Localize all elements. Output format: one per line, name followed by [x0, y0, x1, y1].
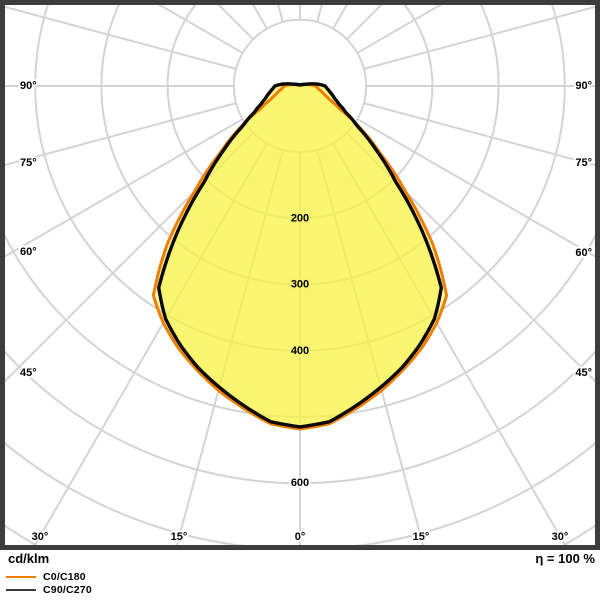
- grid-spoke: [363, 102, 595, 167]
- legend: C0/C180 C90/C270: [6, 571, 92, 597]
- series-c90-c270-fill: [158, 83, 442, 427]
- angle-tick-label: 15°: [413, 531, 430, 543]
- legend-item-c0-c180: C0/C180: [6, 571, 92, 583]
- grid-spoke: [363, 5, 595, 70]
- radial-tick-label: 600: [291, 477, 309, 489]
- angle-tick-label: 45°: [20, 367, 37, 379]
- angle-tick-label: 75°: [20, 157, 37, 169]
- grid-spoke: [346, 132, 595, 383]
- angle-tick-label: 60°: [575, 247, 592, 259]
- angle-tick-label: 15°: [171, 531, 188, 543]
- angle-tick-label: 60°: [20, 246, 37, 258]
- grid-spoke: [5, 132, 254, 383]
- angle-tick-label: 30°: [552, 531, 569, 543]
- grid-spoke: [346, 5, 383, 40]
- legend-label-c90-c270: C90/C270: [43, 584, 92, 596]
- radial-tick-label: 300: [291, 279, 309, 291]
- grid-spoke: [356, 5, 443, 54]
- legend-line-c90-c270: [6, 589, 36, 591]
- grid-spoke: [157, 5, 244, 54]
- grid-spoke: [217, 5, 254, 40]
- series-c90-c270-curve: [157, 82, 443, 429]
- radial-tick-label: 400: [291, 345, 309, 357]
- angle-tick-label: 90°: [575, 80, 592, 92]
- legend-item-c90-c270: C90/C270: [6, 584, 92, 596]
- legend-label-c0-c180: C0/C180: [43, 571, 86, 583]
- angle-tick-label: 0°: [295, 531, 306, 543]
- legend-line-c0-c180: [6, 576, 36, 578]
- angle-tick-label: 45°: [575, 367, 592, 379]
- unit-label: cd/klm: [8, 551, 50, 566]
- efficiency-label: η = 100 %: [535, 551, 595, 566]
- chart-frame: [0, 0, 600, 550]
- angle-tick-label: 30°: [32, 531, 49, 543]
- polar-chart: 200 300 400 600 90° 75° 60° 45° 90° 75° 60° 45° 30° 1…: [0, 0, 600, 550]
- angle-tick-label: 75°: [575, 157, 592, 169]
- chart-footer: cd/klm η = 100 % C0/C180 C90/C270: [0, 550, 600, 600]
- grid-spoke: [5, 102, 237, 167]
- angle-tick-label: 90°: [20, 80, 37, 92]
- grid-spoke: [356, 118, 595, 258]
- radial-tick-label: 200: [291, 212, 309, 224]
- grid-spoke: [5, 5, 237, 70]
- grid-spoke: [5, 118, 244, 258]
- plot-area: [5, 5, 595, 545]
- chart-labels: 200 300 400 600 90° 75° 60° 45° 90° 75° 60° 45° 30° 1…: [18, 78, 594, 545]
